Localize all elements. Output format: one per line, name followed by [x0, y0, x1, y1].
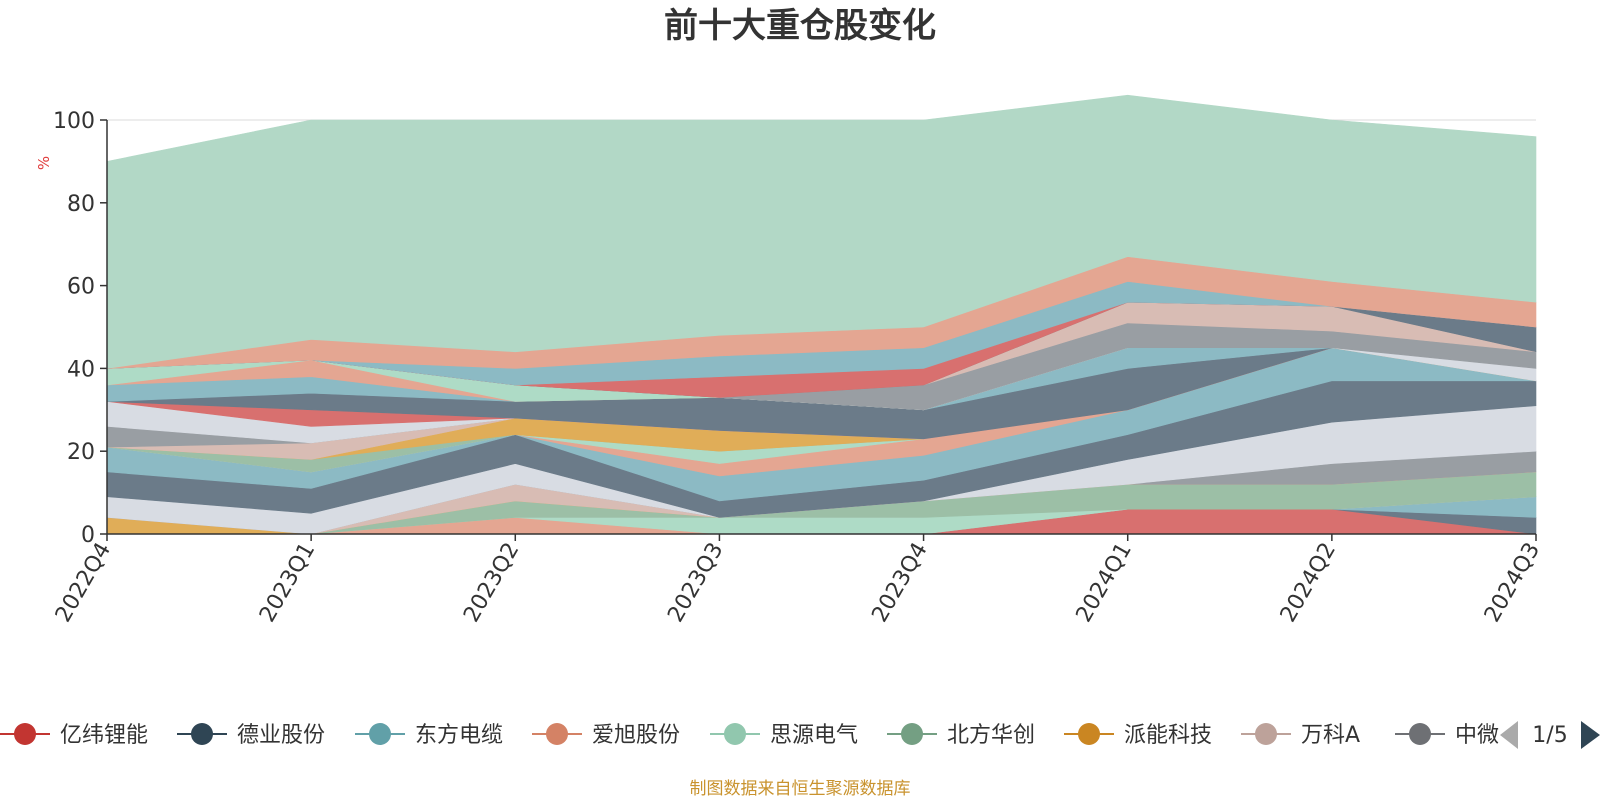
legend-circle-icon — [901, 723, 923, 745]
y-tick-label: 100 — [53, 109, 95, 134]
data-source-note: 制图数据来自恒生聚源数据库 — [690, 779, 911, 799]
legend-item[interactable]: 亿纬锂能 — [0, 723, 148, 748]
legend-label: 万科A — [1301, 723, 1360, 748]
legend-circle-icon — [191, 723, 213, 745]
x-tick-label: 2023Q3 — [663, 539, 728, 627]
legend-item[interactable]: 爱旭股份 — [532, 723, 680, 748]
legend-circle-icon — [724, 723, 746, 745]
legend-item[interactable]: 万科A — [1241, 723, 1360, 748]
x-tick-label: 2024Q3 — [1480, 539, 1545, 627]
x-tick-label: 2023Q4 — [867, 539, 932, 627]
y-tick-label: 20 — [67, 440, 95, 465]
legend-item[interactable]: 德业股份 — [177, 723, 325, 748]
legend-label: 中微 — [1455, 723, 1499, 748]
y-axis-unit: % — [35, 156, 53, 170]
legend-circle-icon — [1255, 723, 1277, 745]
legend-item[interactable]: 思源电气 — [710, 723, 858, 748]
x-tick-label: 2023Q2 — [459, 539, 524, 627]
legend-next-arrow-icon[interactable] — [1581, 721, 1600, 749]
legend-label: 派能科技 — [1124, 723, 1212, 748]
y-tick-label: 0 — [81, 523, 95, 548]
legend-label: 亿纬锂能 — [60, 723, 148, 748]
legend-circle-icon — [14, 723, 36, 745]
legend-label: 德业股份 — [237, 723, 325, 748]
legend-circle-icon — [546, 723, 568, 745]
legend-page-indicator: 1/5 — [1532, 723, 1567, 748]
legend-item[interactable]: 中微 — [1395, 723, 1499, 748]
legend-item[interactable]: 东方电缆 — [355, 723, 503, 748]
legend-circle-icon — [369, 723, 391, 745]
legend-circle-icon — [1409, 723, 1431, 745]
area-series-layer — [106, 94, 1537, 535]
legend: 亿纬锂能 德业股份 东方电缆 爱旭股份 思源电气 北方华创 派能科技 万科A 中微 1/5 — [0, 721, 1600, 749]
x-tick-label: 2023Q1 — [255, 539, 320, 627]
x-tick-label: 2022Q4 — [51, 539, 116, 627]
legend-prev-arrow-icon[interactable] — [1500, 721, 1518, 749]
legend-item[interactable]: 派能科技 — [1064, 723, 1212, 748]
area-series-其他 — [106, 94, 1537, 369]
legend-label: 爱旭股份 — [592, 723, 680, 748]
y-tick-label: 80 — [67, 192, 95, 217]
legend-label: 东方电缆 — [415, 723, 503, 748]
y-tick-label: 40 — [67, 357, 95, 382]
chart-title: 前十大重仓股变化 — [664, 6, 936, 46]
legend-label: 北方华创 — [947, 723, 1035, 748]
y-tick-label: 60 — [67, 275, 95, 300]
legend-circle-icon — [1078, 723, 1100, 745]
x-tick-label: 2024Q2 — [1276, 539, 1341, 627]
legend-item[interactable]: 北方华创 — [887, 723, 1035, 748]
x-tick-label: 2024Q1 — [1072, 539, 1137, 627]
legend-label: 思源电气 — [770, 723, 858, 748]
